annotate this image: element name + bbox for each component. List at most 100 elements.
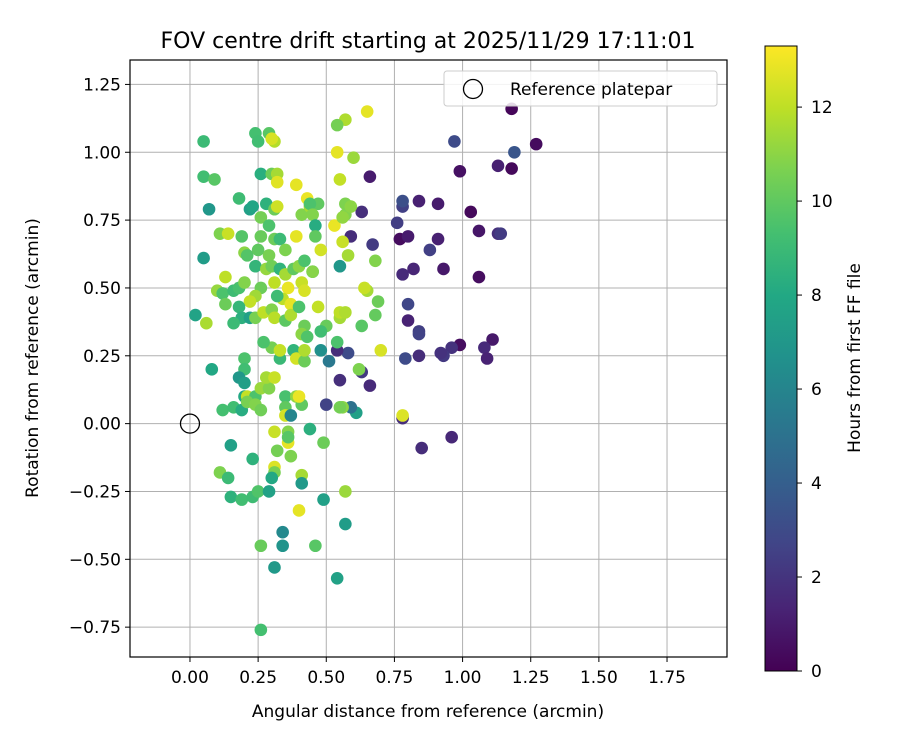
data-point (434, 346, 448, 360)
data-point (412, 194, 426, 208)
colorbar: 0 2 4 6 8 10 12 Hours from first FF file (764, 45, 865, 682)
data-point (314, 344, 328, 357)
data-point (415, 441, 428, 455)
data-point (333, 259, 347, 273)
data-point (322, 354, 336, 368)
data-point (448, 135, 461, 148)
x-tick-label: 0.25 (239, 668, 277, 688)
data-point (401, 230, 415, 243)
data-point (333, 173, 347, 186)
colorbar-tick-label: 10 (811, 192, 833, 212)
data-point (265, 471, 279, 485)
data-point (453, 164, 467, 178)
data-point (396, 268, 409, 281)
data-point (262, 382, 276, 395)
x-tick-label: 0.00 (171, 668, 209, 688)
data-point (464, 205, 478, 219)
data-point (268, 561, 281, 574)
data-point (363, 379, 377, 392)
data-point (330, 572, 344, 585)
data-point (355, 205, 369, 219)
data-point (309, 230, 322, 243)
data-point (330, 145, 344, 159)
data-point (254, 167, 268, 181)
colorbar-tick-label: 8 (811, 286, 822, 306)
data-point (303, 422, 317, 436)
data-point (292, 300, 306, 314)
data-point (311, 300, 325, 314)
data-point (251, 243, 265, 257)
data-point (369, 254, 382, 268)
data-point (445, 341, 458, 354)
data-point (232, 192, 246, 205)
data-point (254, 230, 268, 243)
legend: Reference platepar (443, 70, 718, 107)
y-axis-label: Rotation from reference (arcmin) (23, 218, 43, 498)
x-axis-label: Angular distance from reference (arcmin) (252, 702, 604, 722)
data-point (292, 390, 306, 403)
data-point (309, 219, 322, 232)
data-point (254, 211, 268, 224)
grid (130, 60, 727, 657)
data-point (412, 327, 426, 341)
data-point (344, 200, 358, 213)
data-point (472, 224, 486, 238)
data-point (270, 200, 284, 213)
data-point (339, 485, 352, 498)
data-point (347, 151, 360, 164)
data-point (341, 249, 355, 262)
data-point (292, 504, 306, 517)
data-point (281, 281, 295, 295)
data-point (295, 208, 309, 221)
data-point (431, 197, 445, 211)
data-point (306, 208, 319, 221)
data-point (328, 219, 341, 232)
data-point (268, 425, 281, 439)
x-tick-label: 1.25 (512, 668, 550, 688)
data-point (224, 439, 238, 452)
data-point (238, 352, 251, 365)
data-point (303, 197, 317, 211)
data-point (243, 295, 257, 308)
y-tick-label: −0.25 (69, 482, 121, 502)
data-point (257, 335, 270, 349)
data-point (216, 403, 229, 417)
colorbar-ticks: 0 2 4 6 8 10 12 (797, 98, 833, 682)
colorbar-tick-label: 2 (811, 568, 822, 588)
data-point (505, 162, 518, 175)
data-point (251, 135, 265, 148)
data-point (480, 352, 494, 365)
data-point (276, 525, 289, 539)
colorbar-tick-label: 12 (811, 98, 833, 118)
data-point (319, 398, 333, 411)
data-point (268, 276, 281, 289)
data-point (298, 254, 311, 268)
data-point (268, 311, 281, 325)
data-point (491, 159, 505, 173)
colorbar-tick-label: 4 (811, 474, 822, 494)
plot-frame (129, 59, 728, 658)
data-point (268, 371, 281, 384)
data-point (281, 430, 295, 444)
data-point (273, 232, 287, 246)
data-point (249, 259, 262, 273)
data-point (412, 349, 426, 363)
data-point (227, 316, 240, 330)
data-point (284, 308, 298, 322)
data-point (197, 251, 210, 265)
data-point (298, 284, 311, 297)
data-point (200, 316, 213, 330)
data-point (273, 344, 287, 357)
data-point (306, 265, 319, 278)
data-point (216, 287, 229, 300)
data-point (478, 341, 491, 354)
data-point (246, 200, 259, 213)
colorbar-tick-label: 0 (811, 662, 822, 682)
data-point (333, 373, 347, 387)
y-tick-label: 0.25 (83, 347, 121, 367)
data-point (339, 517, 352, 531)
data-point (262, 485, 276, 498)
data-point (279, 243, 292, 257)
data-point (270, 175, 284, 189)
data-point (279, 390, 292, 403)
